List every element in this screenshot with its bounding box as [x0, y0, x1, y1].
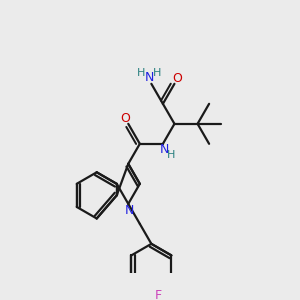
Text: H: H [167, 150, 175, 160]
Text: O: O [172, 72, 182, 86]
Text: N: N [159, 143, 169, 156]
Text: H: H [153, 68, 161, 78]
Text: O: O [121, 112, 130, 125]
Text: N: N [125, 204, 134, 217]
Text: H: H [137, 68, 145, 78]
Text: F: F [154, 289, 162, 300]
Text: N: N [145, 71, 154, 84]
